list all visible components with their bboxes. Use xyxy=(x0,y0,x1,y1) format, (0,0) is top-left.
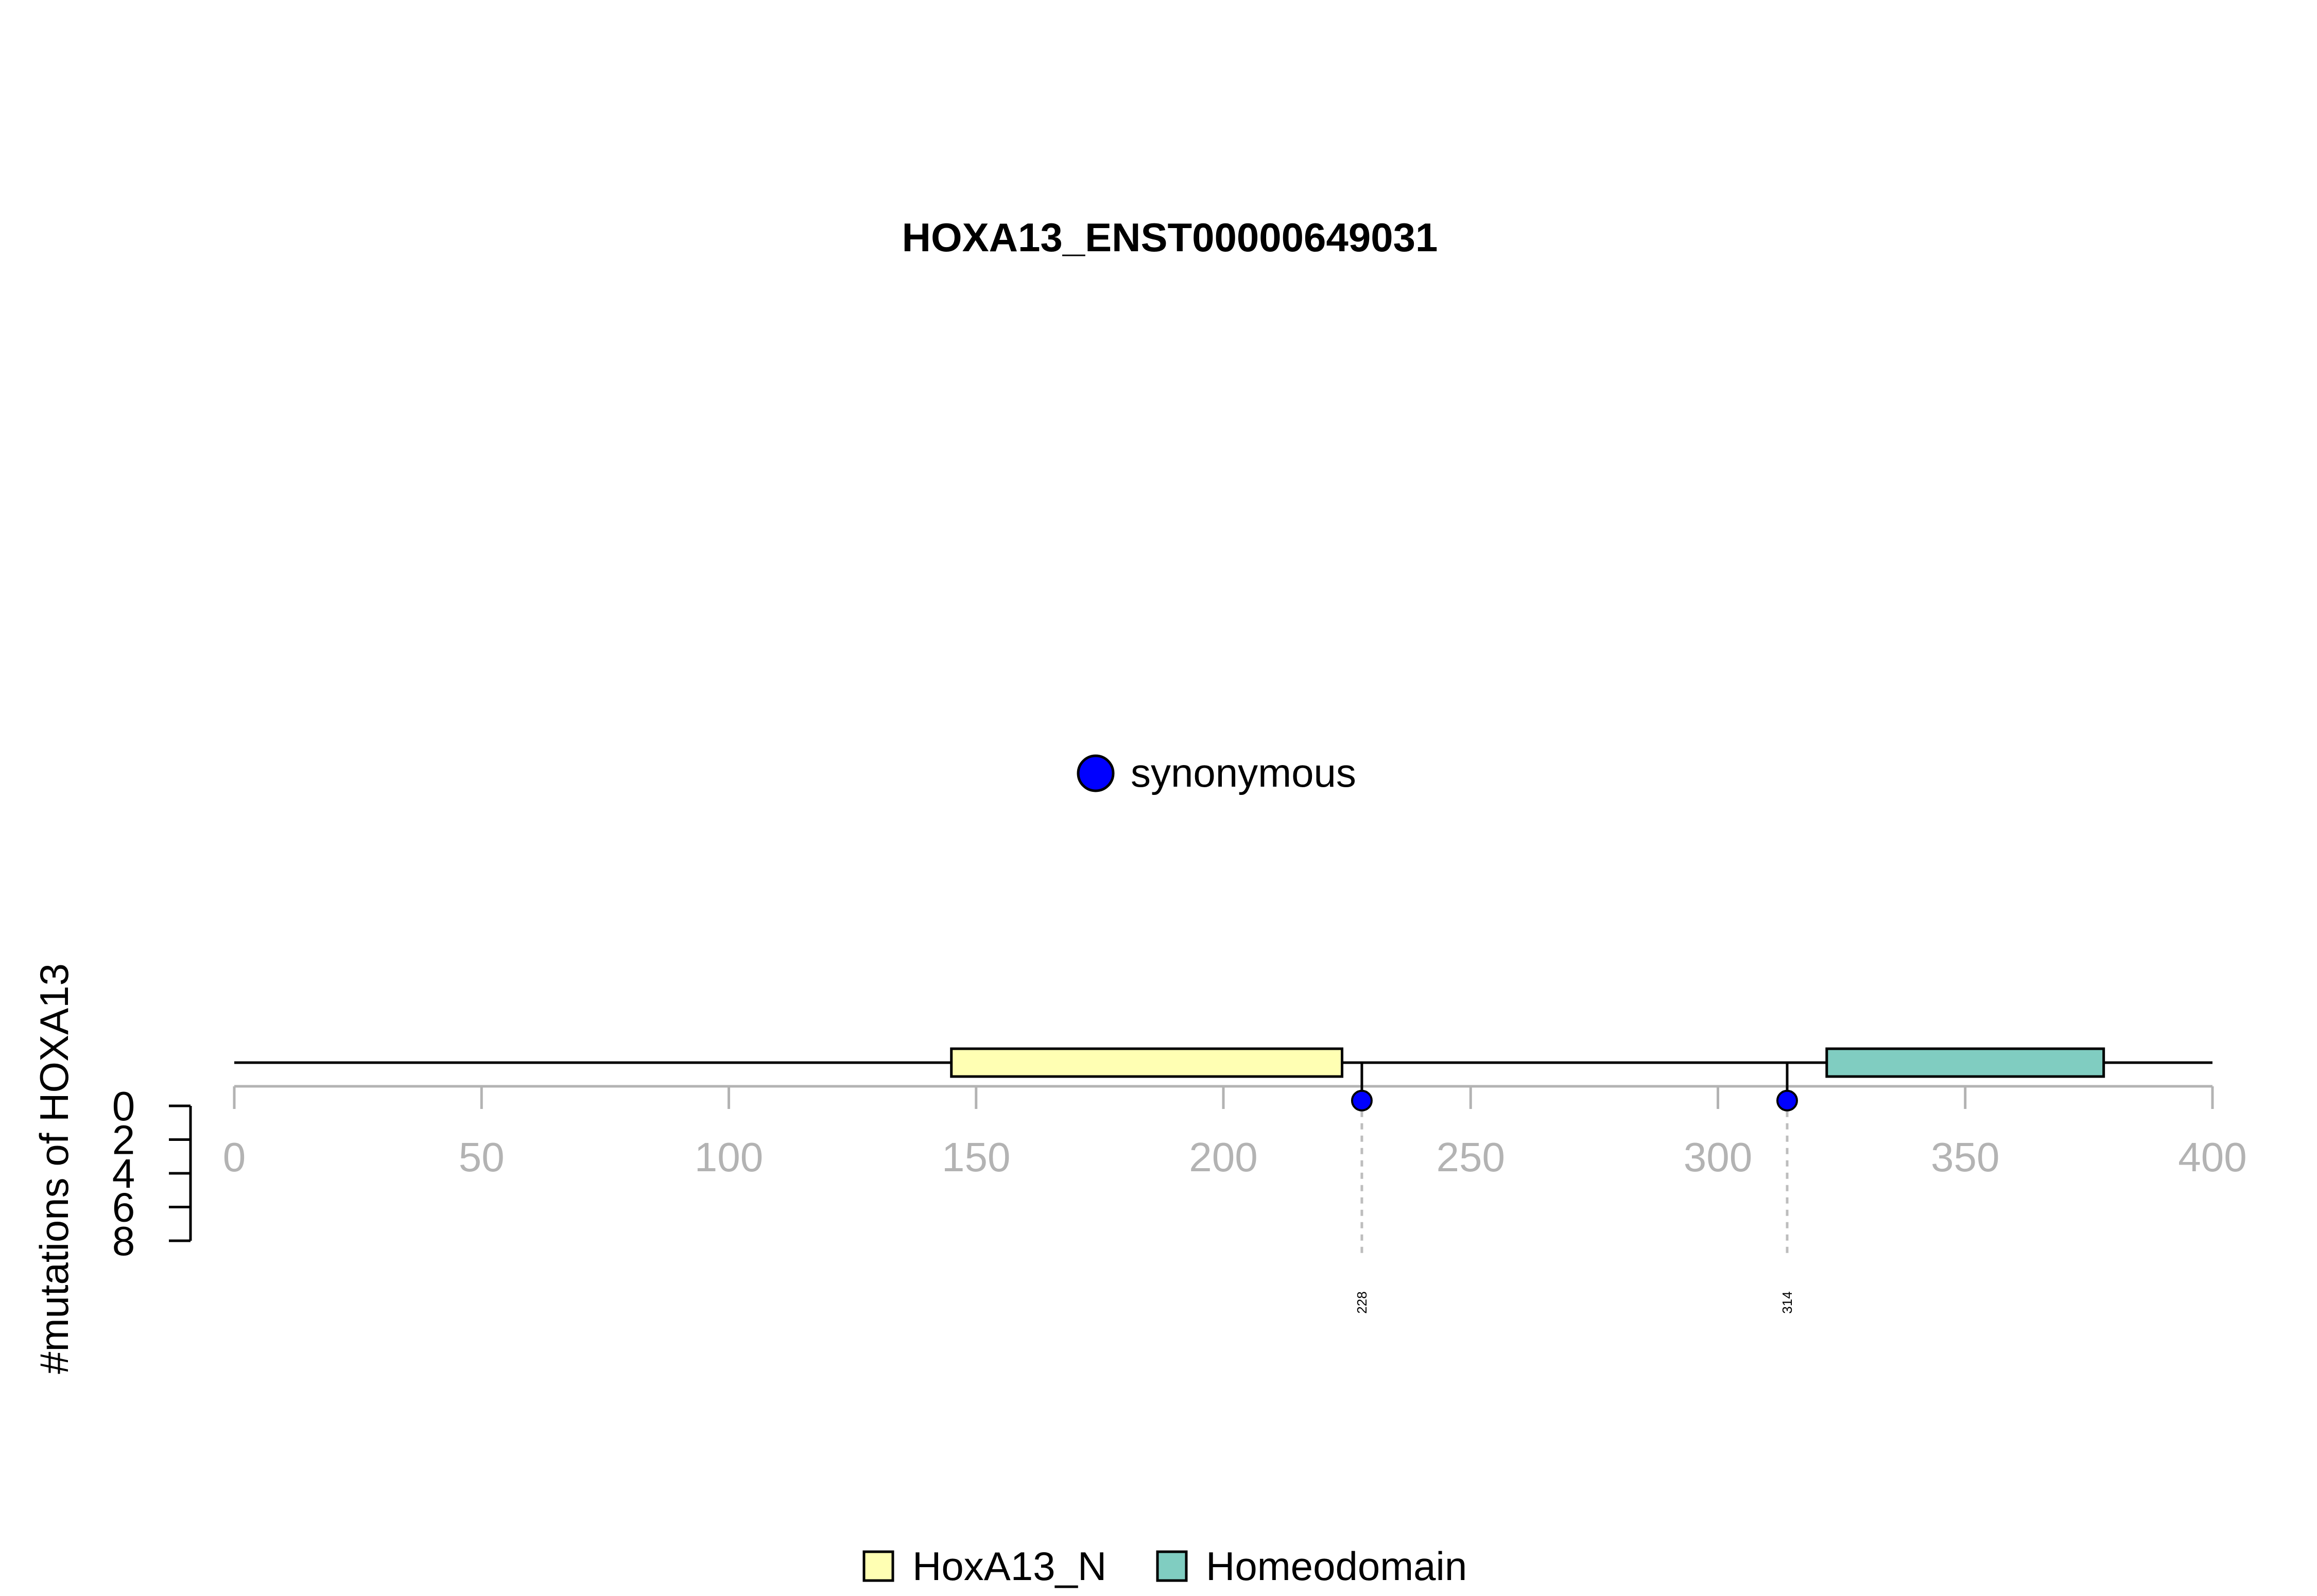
protein-backbone-group xyxy=(234,1047,2212,1078)
y-tick-label: 2 xyxy=(112,1117,135,1163)
mutation-lollipops: 228 314 xyxy=(1351,1063,1798,1314)
x-tick-label: 50 xyxy=(459,1134,505,1180)
x-tick-label: 400 xyxy=(2178,1134,2246,1180)
domain-box xyxy=(1825,1047,2105,1078)
domain-legend: HoxA13_N Homeodomain xyxy=(862,1543,1467,1589)
y-tick-label: 0 xyxy=(112,1083,135,1129)
legend-label: synonymous xyxy=(1131,750,1356,795)
legend-label: HoxA13_N xyxy=(912,1543,1106,1589)
mutation-point xyxy=(1776,1089,1798,1112)
x-tick-label: 200 xyxy=(1189,1134,1257,1180)
x-tick-label: 250 xyxy=(1437,1134,1505,1180)
mutation-label: 228 xyxy=(1354,1291,1370,1313)
y-axis-label: #mutations of HOXA13 xyxy=(31,963,77,1374)
x-tick-label: 350 xyxy=(1931,1134,1999,1180)
y-tick-label: 4 xyxy=(112,1151,135,1196)
legend-label: Homeodomain xyxy=(1206,1543,1467,1589)
domain-box xyxy=(950,1047,1344,1078)
y-axis-label-group: #mutations of HOXA13 xyxy=(31,963,77,1374)
legend-marker-synonymous xyxy=(1077,754,1115,792)
chart-title: HOXA13_ENST00000649031 xyxy=(902,215,1438,260)
y-tick-label: 6 xyxy=(112,1185,135,1230)
mutation-label: 314 xyxy=(1779,1291,1795,1313)
legend-swatch xyxy=(862,1550,894,1582)
mutation-point xyxy=(1351,1089,1373,1112)
x-axis: 0 50 100 150 200 250 300 350 400 xyxy=(223,1085,2247,1180)
x-tick-label: 100 xyxy=(695,1134,763,1180)
mutation-legend: synonymous xyxy=(1077,750,1356,795)
legend-swatch xyxy=(1156,1550,1188,1582)
x-tick-label: 300 xyxy=(1684,1134,1752,1180)
x-tick-label: 0 xyxy=(223,1134,246,1180)
y-tick-label: 8 xyxy=(112,1218,135,1264)
x-tick-label: 150 xyxy=(942,1134,1010,1180)
